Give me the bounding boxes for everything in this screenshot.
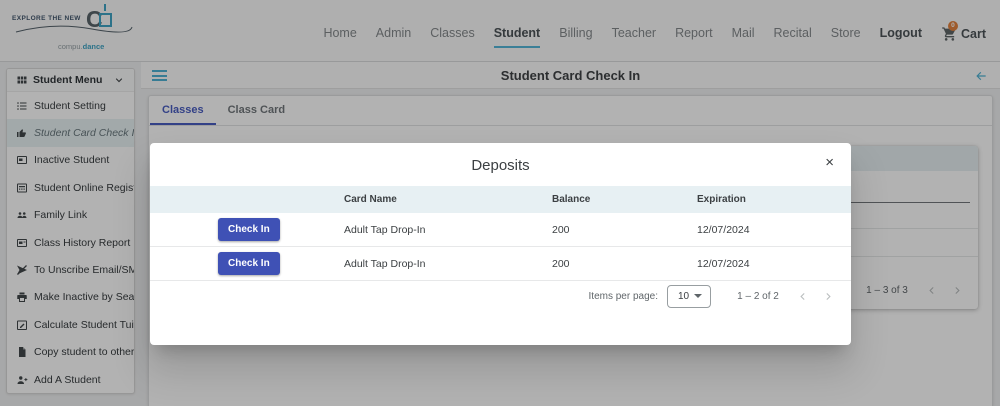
logo-c-letter: C (86, 5, 103, 32)
check-in-button[interactable]: Check In (218, 252, 280, 275)
sidebar-item-copy-student[interactable]: Copy student to other Sc.. (7, 339, 134, 366)
nav-classes[interactable]: Classes (430, 25, 475, 40)
nav-teacher[interactable]: Teacher (611, 25, 657, 40)
deposits-dialog-title: Deposits (471, 157, 530, 174)
id-card-icon (16, 237, 28, 249)
sidebar-item-calculate-student-tuition[interactable]: Calculate Student Tuition (7, 311, 134, 338)
page-size-select[interactable]: 10 (667, 284, 711, 308)
nav-mail[interactable]: Mail (731, 25, 755, 40)
deposits-dialog-titlebar: Deposits × (150, 143, 851, 186)
col-expiration: Expiration (697, 194, 746, 205)
nav-store[interactable]: Store (830, 25, 861, 40)
tab-bar: Classes Class Card (149, 96, 992, 126)
family-icon (16, 209, 28, 221)
student-menu-title: Student Menu (33, 74, 103, 86)
caret-down-icon (694, 294, 702, 298)
id-card-icon (16, 154, 28, 166)
sidebar-item-make-inactive-by-season[interactable]: Make Inactive by Season (7, 284, 134, 311)
cell-balance: 200 (552, 257, 570, 270)
nav-cart[interactable]: 0 Cart (941, 20, 986, 48)
top-header: EXPLORE THE NEW C compu.dance Home Admin… (0, 0, 1000, 62)
person-add-icon (16, 374, 28, 386)
nav-report[interactable]: Report (675, 25, 713, 40)
page-toolbar: Student Card Check In (141, 62, 1000, 89)
edit-icon (16, 319, 28, 331)
nav-logout[interactable]: Logout (879, 25, 922, 40)
grid-icon (16, 74, 28, 86)
nav-student[interactable]: Student (493, 26, 541, 48)
top-nav: Home Admin Classes Student Billing Teach… (323, 14, 986, 48)
logo-tagline: EXPLORE THE NEW (12, 14, 81, 22)
chevron-left-icon[interactable] (918, 279, 944, 301)
nav-recital[interactable]: Recital (773, 25, 812, 40)
items-per-page-label: Items per page: (588, 290, 658, 302)
col-card-name: Card Name (344, 194, 397, 205)
tab-class-card[interactable]: Class Card (227, 104, 286, 116)
nav-home[interactable]: Home (323, 25, 357, 40)
logo-d-square (99, 12, 112, 27)
sidebar-item-add-a-student[interactable]: Add A Student (7, 366, 134, 393)
sidebar-item-class-history-report[interactable]: Class History Report (7, 229, 134, 256)
tab-classes[interactable]: Classes (150, 96, 216, 125)
page-title: Student Card Check In (500, 68, 641, 83)
student-menu-card: Student Menu Student Setting Student Car… (6, 68, 135, 395)
cell-card-name: Adult Tap Drop-In (344, 257, 426, 270)
thumb-up-icon (16, 127, 28, 139)
cell-card-name: Adult Tap Drop-In (344, 223, 426, 236)
deposits-paginator: Items per page: 10 1 – 2 of 2 (150, 281, 851, 311)
nav-admin[interactable]: Admin (375, 25, 412, 40)
paginator-range: 1 – 3 of 3 (866, 284, 908, 296)
sidebar-item-student-setting[interactable]: Student Setting (7, 92, 134, 119)
compudance-logo[interactable]: EXPLORE THE NEW C compu.dance (12, 3, 142, 58)
file-icon (16, 346, 28, 358)
chevron-right-icon[interactable] (815, 285, 841, 307)
cell-balance: 200 (552, 223, 570, 236)
sidebar-item-inactive-student[interactable]: Inactive Student (7, 147, 134, 174)
deposit-table-row: Check In Adult Tap Drop-In 200 12/07/202… (150, 213, 851, 247)
cell-expiration: 12/07/2024 (697, 223, 750, 236)
close-icon[interactable]: × (825, 154, 834, 171)
hamburger-icon[interactable] (152, 70, 167, 84)
register-icon (16, 182, 28, 194)
logo-name: compu.dance (58, 41, 105, 51)
cart-badge: 0 (947, 20, 958, 31)
sidebar-item-student-online-register[interactable]: Student Online Register (7, 174, 134, 201)
list-icon (16, 100, 28, 112)
check-in-button[interactable]: Check In (218, 218, 280, 241)
printer-icon (16, 291, 28, 303)
logo-swoosh (15, 25, 133, 32)
sidebar-item-student-card-check-in[interactable]: Student Card Check In (7, 119, 134, 147)
deposits-dialog: Deposits × Card Name Balance Expiration … (150, 143, 851, 345)
sidebar-item-family-link[interactable]: Family Link (7, 202, 134, 229)
sidebar: Student Menu Student Setting Student Car… (0, 62, 141, 406)
sidebar-item-to-unscribe-email-sms[interactable]: To Unscribe Email/SMS (7, 256, 134, 283)
arrow-left-icon[interactable] (974, 69, 988, 83)
nav-billing[interactable]: Billing (559, 25, 593, 40)
cell-expiration: 12/07/2024 (697, 257, 750, 270)
cart-icon: 0 (941, 20, 958, 42)
send-slash-icon (16, 264, 28, 276)
paginator-range: 1 – 2 of 2 (737, 290, 779, 302)
logo-d-tick (104, 3, 106, 11)
cart-label: Cart (960, 26, 986, 41)
col-balance: Balance (552, 194, 591, 205)
deposits-table-header-row: Card Name Balance Expiration (150, 186, 851, 213)
chevron-left-icon[interactable] (789, 285, 815, 307)
chevron-right-icon[interactable] (944, 279, 970, 301)
chevron-down-icon (113, 74, 125, 86)
deposit-table-row: Check In Adult Tap Drop-In 200 12/07/202… (150, 247, 851, 281)
student-menu-header[interactable]: Student Menu (7, 69, 134, 92)
